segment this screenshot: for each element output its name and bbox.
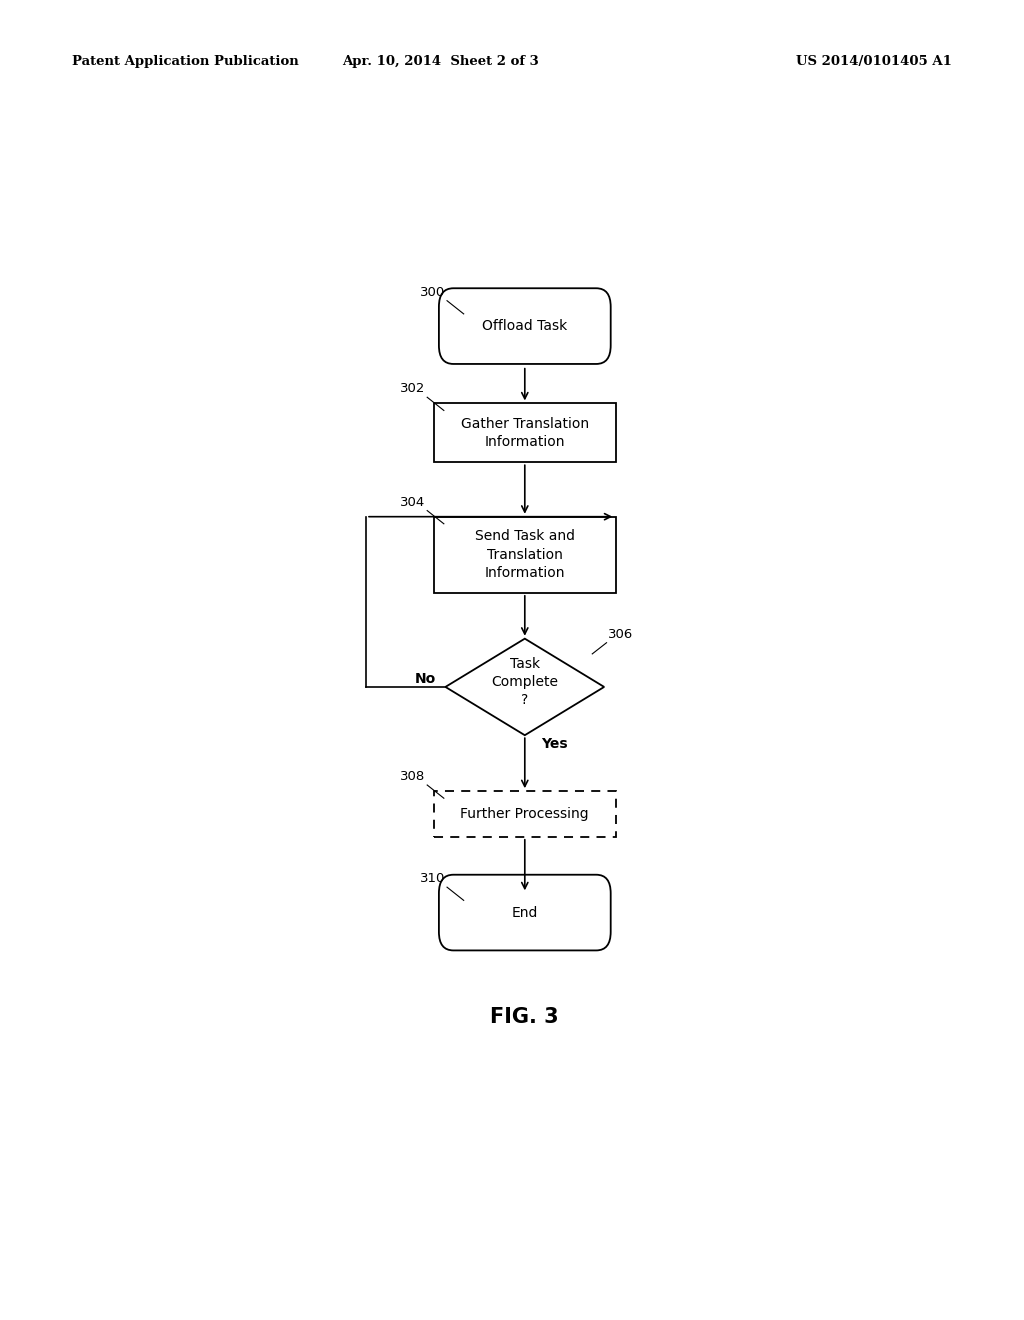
Text: Further Processing: Further Processing (461, 807, 589, 821)
Text: Offload Task: Offload Task (482, 319, 567, 333)
Bar (433, 791, 616, 837)
FancyBboxPatch shape (439, 875, 610, 950)
Text: Task
Complete
?: Task Complete ? (492, 657, 558, 706)
Text: End: End (512, 906, 538, 920)
Bar (433, 404, 616, 462)
Text: 304: 304 (400, 495, 426, 508)
Text: 300: 300 (420, 285, 445, 298)
Text: FIG. 3: FIG. 3 (490, 1007, 559, 1027)
Text: Apr. 10, 2014  Sheet 2 of 3: Apr. 10, 2014 Sheet 2 of 3 (342, 55, 539, 69)
Text: US 2014/0101405 A1: US 2014/0101405 A1 (797, 55, 952, 69)
Text: 306: 306 (608, 628, 634, 640)
Text: Send Task and
Translation
Information: Send Task and Translation Information (475, 529, 574, 581)
Text: Patent Application Publication: Patent Application Publication (72, 55, 298, 69)
Text: 308: 308 (400, 770, 426, 783)
Text: Gather Translation
Information: Gather Translation Information (461, 417, 589, 449)
Polygon shape (445, 639, 604, 735)
Text: No: No (415, 672, 436, 686)
Text: 302: 302 (400, 383, 426, 395)
Text: 310: 310 (420, 873, 445, 886)
FancyBboxPatch shape (439, 288, 610, 364)
Bar (433, 516, 616, 593)
Text: Yes: Yes (541, 738, 567, 751)
